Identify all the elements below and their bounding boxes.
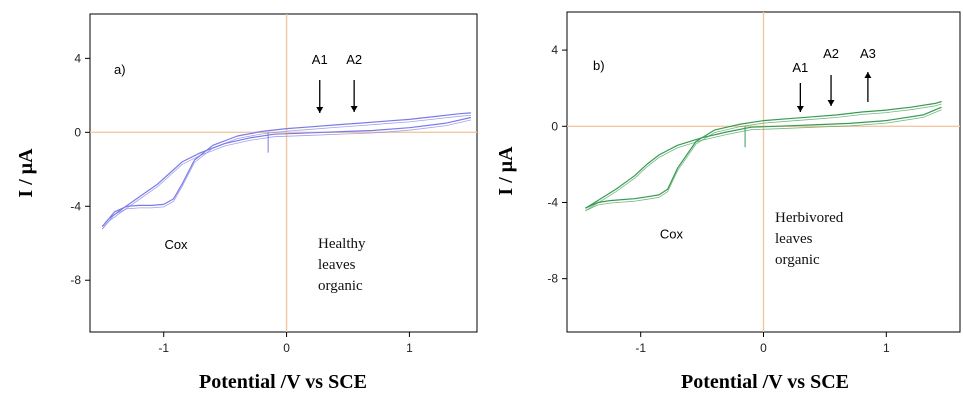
y-tick-label-a: -8 bbox=[70, 273, 81, 287]
peak-label-a1-b: A1 bbox=[792, 60, 808, 75]
cv-trace-repeat-b-2 bbox=[585, 103, 942, 212]
x-tick-label-b: 1 bbox=[883, 341, 890, 355]
annotations-a: A1 A2 Cox bbox=[164, 52, 362, 252]
peak-label-a1-a: A1 bbox=[312, 52, 328, 67]
y-tick-label-a: 0 bbox=[74, 125, 81, 139]
inset-line-2-a: leaves bbox=[318, 257, 356, 273]
peak-label-a2-a: A2 bbox=[346, 52, 362, 67]
cv-trace-a-1 bbox=[101, 116, 472, 227]
x-tick-label-b: 0 bbox=[760, 341, 767, 355]
y-tick-label-a: -4 bbox=[70, 199, 81, 213]
inset-line-3-b: organic bbox=[775, 252, 820, 268]
y-tick-label-b: 4 bbox=[551, 43, 558, 57]
x-tick-label-a: 1 bbox=[406, 341, 413, 355]
panel-label-b: b) bbox=[593, 58, 605, 73]
plot-frame-a bbox=[89, 13, 478, 333]
x-tick-label-a: 0 bbox=[283, 341, 290, 355]
chart-panel-b: -1 0 1 4 0 -4 -8 A1 A2 A3 Cox b) Herbivored leave… bbox=[495, 11, 961, 393]
voltammogram-b bbox=[585, 100, 942, 212]
peak-label-cox-b: Cox bbox=[660, 227, 684, 242]
cv-trace-repeat-a-1 bbox=[101, 119, 471, 230]
panel-label-a: a) bbox=[114, 62, 126, 77]
cv-trace-repeat-b-1 bbox=[585, 109, 942, 212]
peak-label-a2-b: A2 bbox=[823, 46, 839, 61]
y-tick-label-b: -8 bbox=[547, 272, 558, 286]
arrow-head-a1-a bbox=[316, 107, 324, 113]
y-axis-title-b: I / μA bbox=[495, 146, 517, 196]
arrow-head-a2-b bbox=[827, 100, 835, 106]
arrow-head-a1-b bbox=[796, 106, 804, 112]
arrow-head-a3-b bbox=[864, 72, 872, 78]
peak-label-cox-a: Cox bbox=[164, 237, 188, 252]
cv-trace-a-2 bbox=[101, 112, 471, 227]
chart-panel-a: -1 0 1 4 0 -4 -8 A1 A2 Cox a) Healthy leaves org… bbox=[15, 13, 478, 393]
cv-trace-b-1 bbox=[585, 106, 942, 209]
voltammogram-a bbox=[101, 112, 472, 230]
inset-line-3-a: organic bbox=[318, 278, 363, 294]
x-axis-title-b: Potential /V vs SCE bbox=[681, 371, 849, 393]
zero-lines-a bbox=[90, 14, 477, 332]
inset-line-1-b: Herbivored bbox=[775, 210, 844, 226]
arrow-head-a2-a bbox=[350, 106, 358, 112]
x-axis-title-a: Potential /V vs SCE bbox=[199, 371, 367, 393]
annotations-b: A1 A2 A3 Cox bbox=[660, 46, 876, 242]
axis-ticks-b: -1 0 1 4 0 -4 -8 bbox=[547, 43, 890, 355]
inset-line-2-b: leaves bbox=[775, 231, 813, 247]
inset-line-1-a: Healthy bbox=[318, 236, 366, 252]
x-tick-label-b: -1 bbox=[635, 341, 646, 355]
y-tick-label-b: -4 bbox=[547, 195, 558, 209]
x-tick-label-a: -1 bbox=[158, 341, 169, 355]
y-axis-title-a: I / μA bbox=[15, 148, 37, 198]
axis-ticks-a: -1 0 1 4 0 -4 -8 bbox=[70, 51, 413, 355]
peak-label-a3-b: A3 bbox=[860, 46, 876, 61]
y-tick-label-b: 0 bbox=[551, 119, 558, 133]
cv-trace-repeat-a-2 bbox=[101, 115, 471, 230]
cv-trace-b-2 bbox=[585, 100, 942, 209]
y-tick-label-a: 4 bbox=[74, 51, 81, 65]
